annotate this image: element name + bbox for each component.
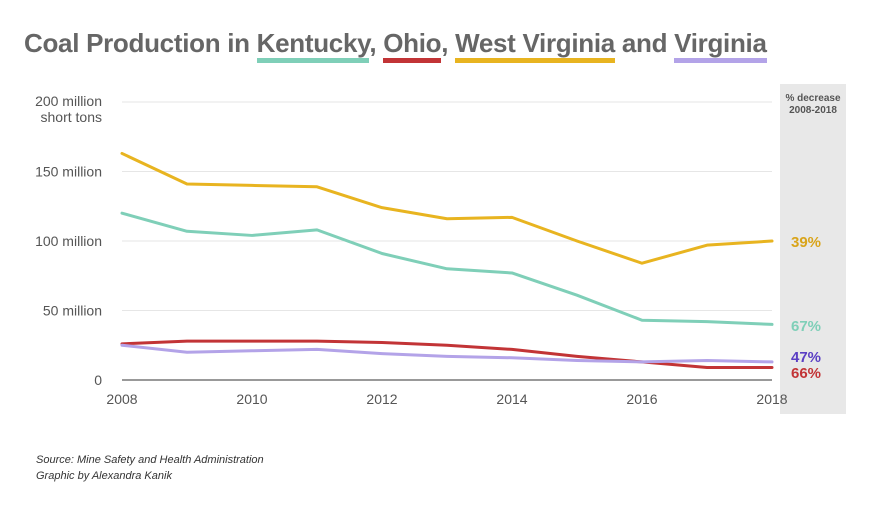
source-note: Source: Mine Safety and Health Administr…: [36, 452, 264, 484]
series-line-virginia: [120, 343, 774, 364]
source-line: Source: Mine Safety and Health Administr…: [36, 454, 264, 466]
decrease-header-line-1: % decrease: [785, 93, 840, 104]
title-virginia: Virginia: [674, 28, 767, 63]
y-tick-label-50: 50 million: [43, 303, 102, 319]
credit-line: Graphic by Alexandra Kanik: [36, 470, 172, 482]
title-kentucky: Kentucky: [256, 28, 370, 63]
title-sep-1: ,: [369, 28, 384, 58]
chart-title: Coal Production in Kentucky, Ohio, West …: [24, 28, 767, 63]
decrease-header-line-2: 2008-2018: [789, 105, 837, 116]
y-tick-label-100: 100 million: [35, 233, 102, 249]
y-tick-label-150: 150 million: [35, 164, 102, 180]
title-ohio: Ohio: [383, 28, 442, 63]
x-tick-label-2014: 2014: [496, 391, 527, 407]
decrease-label-ohio: 66%: [791, 365, 821, 382]
y-tick-label-200-line-2: short tons: [41, 109, 102, 125]
decrease-label-kentucky: 67%: [791, 318, 821, 335]
decrease-panel: [780, 84, 846, 414]
series-line-west-virginia: [120, 151, 774, 265]
decrease-labels: 39% 67% 66%47%: [791, 234, 821, 382]
title-and: and: [614, 28, 675, 58]
series-line-ohio: [120, 339, 774, 369]
title-west-virginia: West Virginia: [455, 28, 615, 63]
title-sep-2: ,: [441, 28, 456, 58]
y-axis-ticks: 200 million short tons 150 million 100 mi…: [35, 93, 102, 388]
title-prefix: Coal Production in: [24, 28, 257, 58]
decrease-label-west-virginia: 39%: [791, 234, 821, 251]
grid-lines: [122, 101, 772, 381]
x-tick-label-2018: 2018: [756, 391, 787, 407]
x-tick-label-2016: 2016: [626, 391, 657, 407]
y-tick-label-0: 0: [94, 372, 102, 388]
y-tick-label-200-line-1: 200 million: [35, 93, 102, 109]
x-tick-label-2010: 2010: [236, 391, 267, 407]
x-tick-label-2012: 2012: [366, 391, 397, 407]
decrease-label-virginia: 47%: [791, 349, 821, 366]
x-tick-label-2008: 2008: [106, 391, 137, 407]
series-lines: [120, 151, 774, 369]
series-line-kentucky: [120, 211, 774, 326]
x-axis-ticks: 2008 2010 2012 2014 2016 2018: [106, 391, 787, 407]
